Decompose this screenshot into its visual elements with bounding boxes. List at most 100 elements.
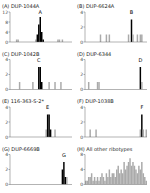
bar bbox=[115, 177, 116, 185]
bar bbox=[91, 173, 92, 184]
bar bbox=[97, 82, 98, 90]
bar bbox=[146, 130, 147, 138]
bar bbox=[60, 82, 61, 90]
bars bbox=[45, 115, 55, 138]
y-tick-label: 4 bbox=[5, 105, 8, 110]
x-axis bbox=[10, 89, 72, 90]
bar bbox=[17, 40, 18, 43]
y-tick-label: 2 bbox=[5, 72, 8, 77]
panel-title: (B) DUP-6624A bbox=[77, 3, 115, 9]
bar bbox=[50, 130, 51, 138]
bar bbox=[95, 181, 96, 185]
bar bbox=[89, 130, 90, 138]
bars bbox=[88, 67, 143, 90]
bar bbox=[98, 181, 99, 185]
bar bbox=[62, 40, 63, 43]
bar bbox=[146, 181, 147, 185]
y-axis bbox=[85, 60, 86, 90]
cluster-annotation: D bbox=[138, 57, 142, 63]
bar bbox=[19, 82, 20, 90]
bar bbox=[125, 170, 126, 185]
bar bbox=[32, 82, 33, 90]
bar bbox=[86, 181, 87, 185]
bar bbox=[116, 170, 117, 185]
bar bbox=[140, 130, 141, 138]
y-tick-label: 2 bbox=[80, 72, 83, 77]
bar bbox=[120, 170, 121, 185]
y-tick-label: 0 bbox=[5, 87, 8, 92]
bar bbox=[135, 170, 136, 185]
y-tick-label: 2 bbox=[5, 120, 8, 125]
bar bbox=[65, 177, 66, 185]
bar bbox=[47, 115, 48, 138]
cluster-annotation: G bbox=[62, 152, 66, 158]
panel: (F) DUP-1038B024F bbox=[77, 98, 147, 140]
bar bbox=[131, 166, 132, 185]
bar bbox=[97, 177, 98, 185]
bars bbox=[100, 20, 143, 43]
y-axis bbox=[10, 60, 11, 90]
y-axis bbox=[10, 155, 11, 185]
panel-title: (A) DUP-1044A bbox=[2, 3, 40, 9]
bar bbox=[106, 35, 107, 43]
bar bbox=[59, 40, 60, 43]
bar bbox=[112, 173, 113, 184]
y-tick-label: 4 bbox=[80, 167, 83, 172]
bar bbox=[141, 115, 142, 138]
bar bbox=[88, 82, 89, 90]
bar bbox=[40, 67, 41, 90]
bar bbox=[63, 162, 64, 185]
bar bbox=[16, 40, 17, 43]
bar bbox=[122, 173, 123, 184]
bar bbox=[89, 177, 90, 185]
y-tick-label: 0 bbox=[5, 182, 8, 187]
y-tick-label: 4 bbox=[5, 30, 8, 35]
x-axis bbox=[10, 184, 72, 185]
bar bbox=[140, 170, 141, 185]
bar bbox=[38, 25, 39, 43]
cluster-annotation: A bbox=[39, 9, 43, 15]
bar bbox=[42, 40, 43, 43]
bar bbox=[37, 35, 38, 43]
y-tick-label: 12 bbox=[2, 10, 8, 15]
y-tick-label: 8 bbox=[5, 20, 8, 25]
bar bbox=[100, 35, 101, 43]
x-axis bbox=[10, 42, 72, 43]
bar bbox=[98, 82, 99, 90]
bar bbox=[128, 35, 129, 43]
bar bbox=[66, 177, 67, 185]
bar bbox=[140, 67, 141, 90]
y-tick-label: 4 bbox=[80, 57, 83, 62]
bar bbox=[141, 82, 142, 90]
bar bbox=[129, 158, 130, 184]
x-axis bbox=[85, 42, 147, 43]
panel: (B) DUP-6624A024B bbox=[77, 3, 147, 45]
cluster-annotation: F bbox=[140, 104, 143, 110]
bar bbox=[92, 181, 93, 185]
bar bbox=[35, 40, 36, 43]
y-tick-label: 0 bbox=[80, 40, 83, 45]
bar bbox=[137, 35, 138, 43]
bar bbox=[141, 35, 142, 43]
bar bbox=[54, 82, 55, 90]
bar bbox=[119, 173, 120, 184]
y-tick-label: 0 bbox=[5, 40, 8, 45]
bar bbox=[117, 166, 118, 185]
bar bbox=[109, 170, 110, 185]
bar bbox=[110, 177, 111, 185]
y-tick-label: 0 bbox=[80, 135, 83, 140]
bar bbox=[54, 130, 55, 138]
bars bbox=[89, 115, 147, 138]
bar bbox=[104, 181, 105, 185]
bar bbox=[137, 173, 138, 184]
bar bbox=[143, 130, 144, 138]
bar bbox=[123, 162, 124, 185]
panel-title: (F) DUP-1038B bbox=[77, 98, 114, 104]
bar bbox=[138, 166, 139, 185]
y-axis bbox=[10, 12, 11, 42]
x-axis bbox=[85, 184, 147, 185]
bars bbox=[85, 158, 147, 184]
bar bbox=[140, 35, 141, 43]
panel: (D) DUP-6344024D bbox=[77, 51, 147, 93]
bar bbox=[41, 82, 42, 90]
